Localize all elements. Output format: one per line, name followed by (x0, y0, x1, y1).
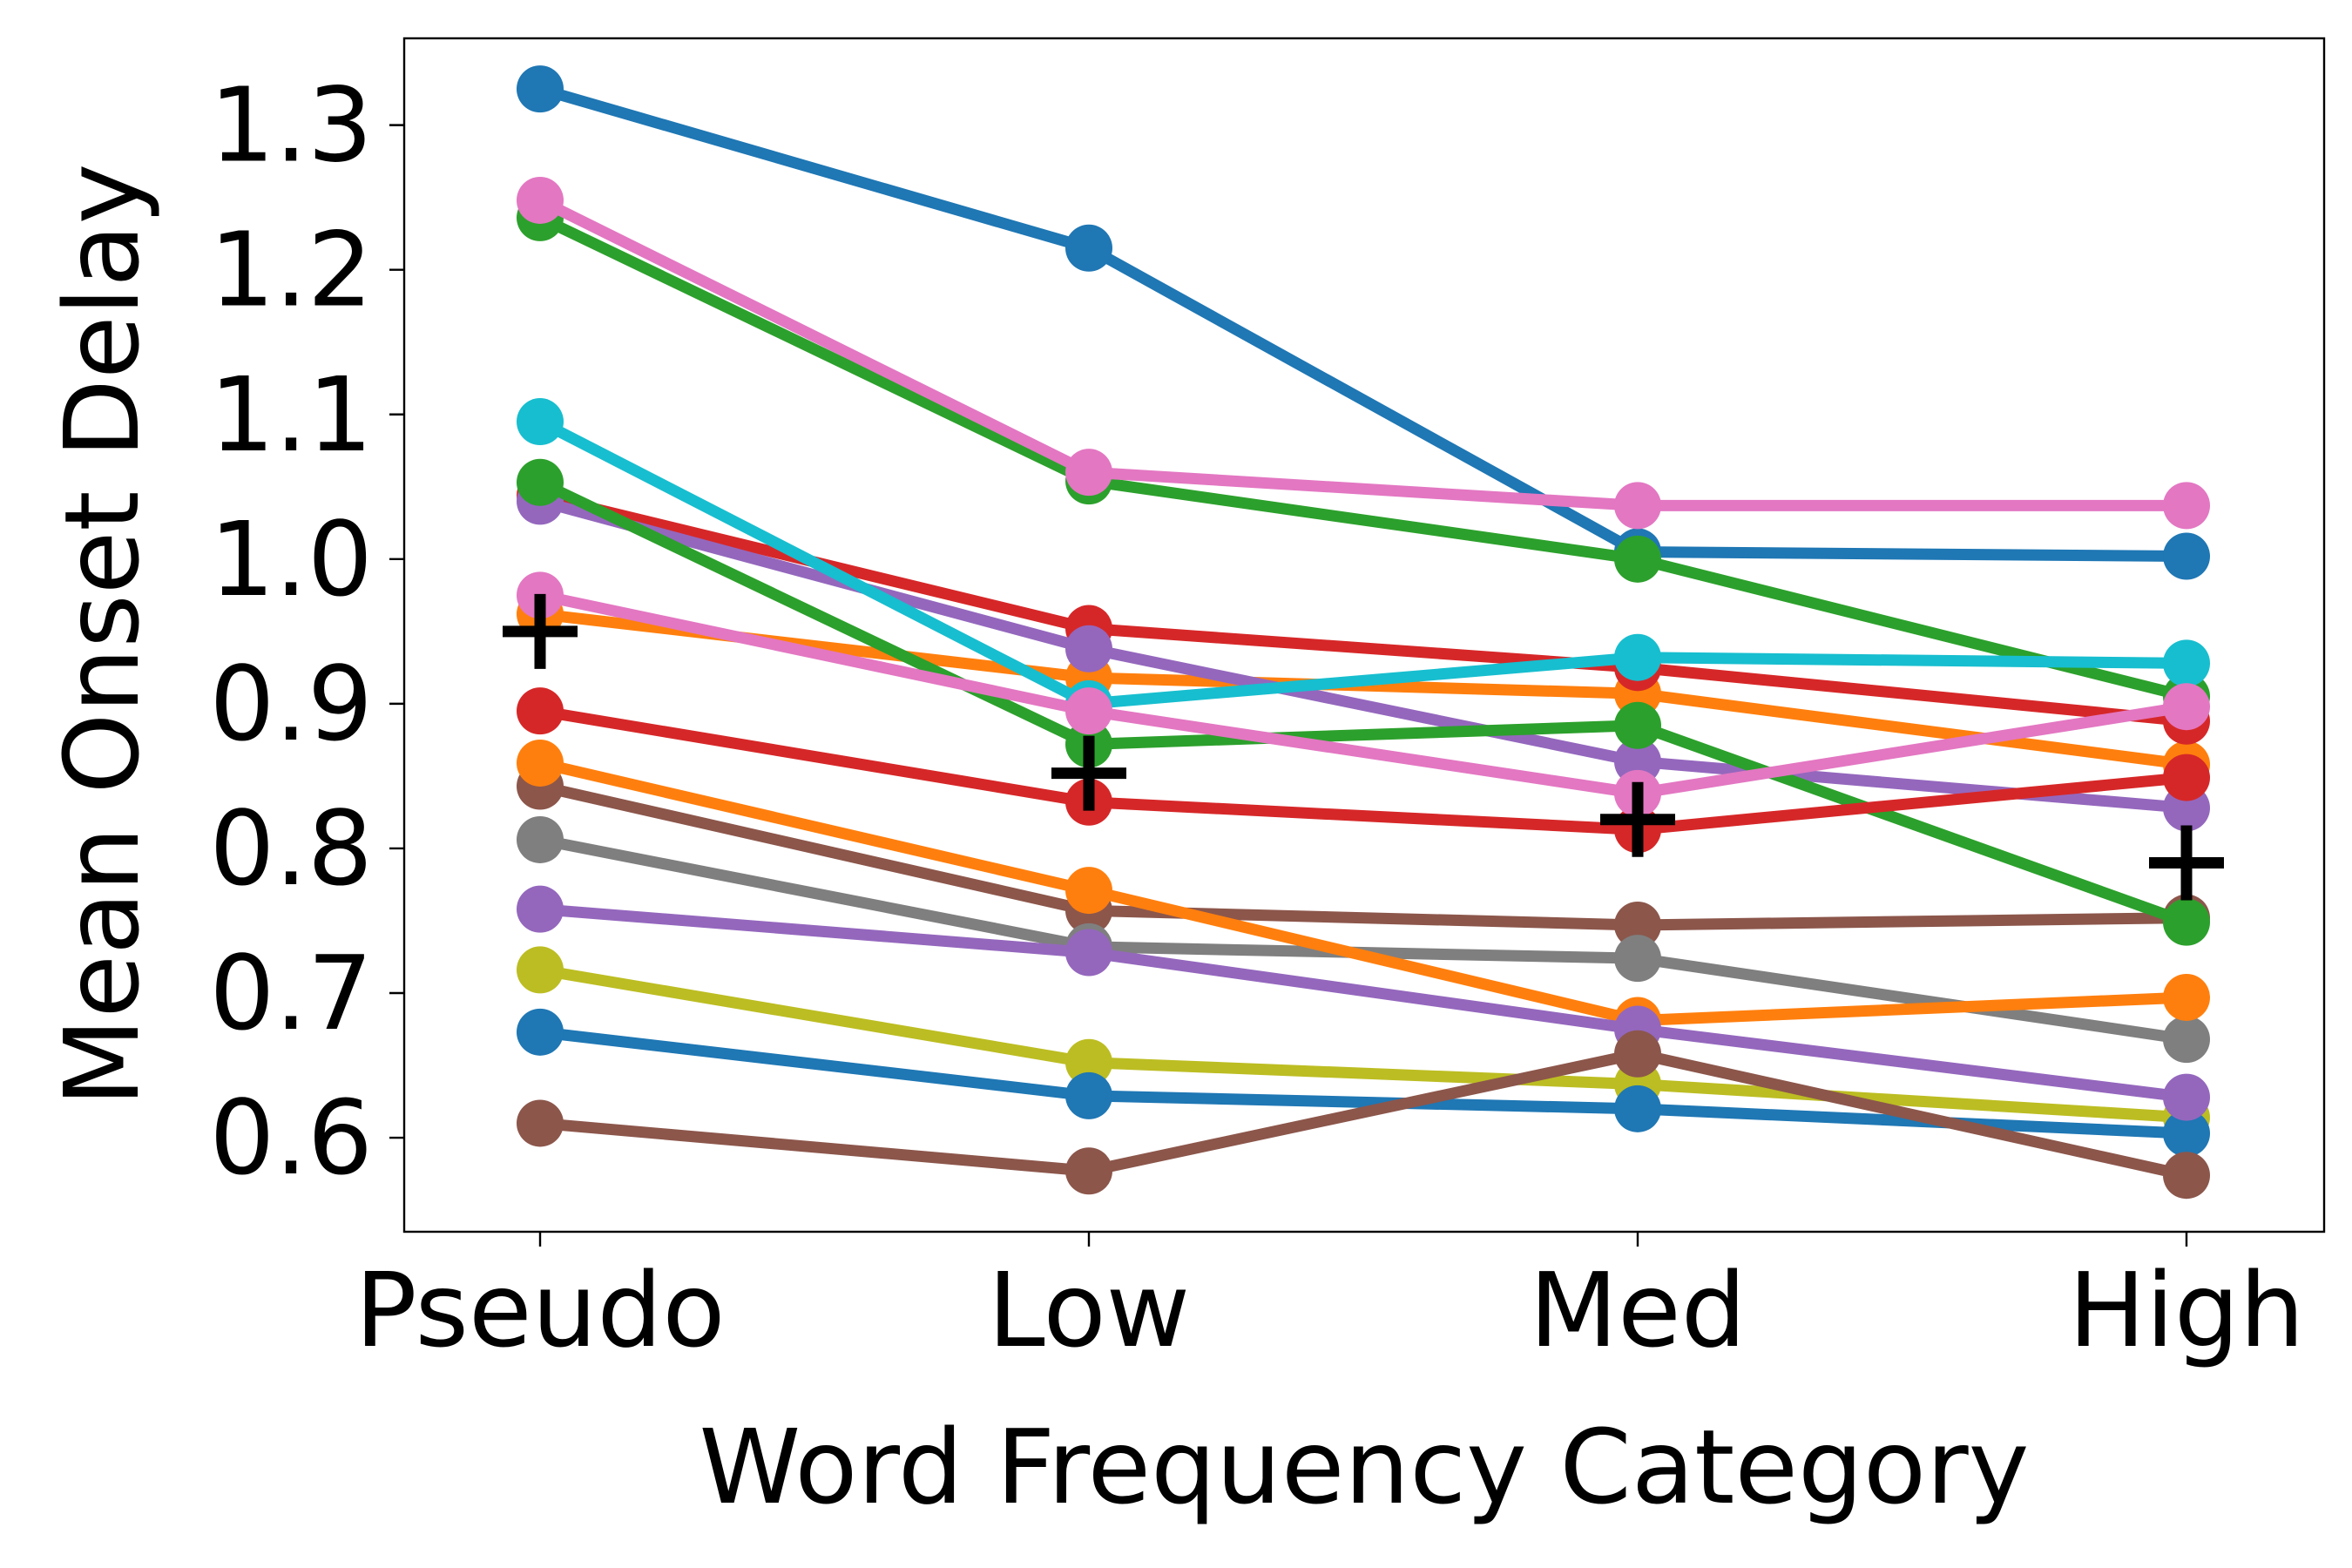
series-s10 (517, 398, 2210, 727)
x-tick-label-high: High (2068, 1250, 2304, 1370)
series-line-s15 (534, 903, 2193, 1104)
data-point-s12-high (2163, 973, 2210, 1021)
data-point-s13-med (1614, 701, 1661, 749)
data-point-s16-low (1065, 1147, 1112, 1195)
series-line-s3 (534, 212, 2193, 703)
series-line-s11 (534, 1026, 2193, 1139)
mean-marker-pseudo (503, 593, 578, 669)
series-line-s12 (534, 757, 2193, 1027)
series-s11 (517, 1008, 2210, 1158)
y-tick-label-0.6: 0.6 (209, 1078, 373, 1198)
mean-marker-high (2149, 825, 2224, 901)
series-line-s14 (534, 705, 2193, 835)
series-line-s7 (534, 194, 2193, 511)
series-line-s10 (534, 416, 2193, 710)
data-point-s15-high (2163, 1073, 2210, 1121)
data-point-s12-pseudo (517, 739, 564, 787)
data-point-s10-med (1614, 633, 1661, 681)
data-point-s15-low (1065, 929, 1112, 977)
data-point-s13-pseudo (517, 458, 564, 506)
data-point-s9-low (1065, 1038, 1112, 1086)
data-point-s15-pseudo (517, 885, 564, 933)
data-point-s9-pseudo (517, 946, 564, 994)
data-point-s7-pseudo (517, 176, 564, 224)
x-tick-label-low: Low (988, 1250, 1190, 1370)
data-point-s11-med (1614, 1085, 1661, 1132)
series-line-s13 (534, 476, 2193, 929)
data-point-s7-low (1065, 449, 1112, 497)
mean-marker-med (1600, 781, 1675, 857)
x-tick-label-pseudo: Pseudo (355, 1250, 725, 1370)
data-point-s14-high (2163, 754, 2210, 801)
series-line-s17 (534, 589, 2193, 800)
series-s16 (517, 1030, 2210, 1200)
series-s2 (517, 590, 2210, 788)
data-point-s5-low (1065, 625, 1112, 672)
y-tick-label-1.2: 1.2 (209, 210, 373, 330)
x-axis: Pseudo Low Med High (355, 1232, 2305, 1370)
y-tick-label-1.3: 1.3 (209, 65, 373, 186)
data-point-s17-high (2163, 683, 2210, 731)
data-point-s1-high (2163, 532, 2210, 580)
data-point-s1-pseudo (517, 65, 564, 113)
data-point-s13-high (2163, 898, 2210, 946)
y-axis-title: Mean Onset Delay (42, 164, 162, 1107)
series-s7 (517, 176, 2210, 530)
data-point-s16-med (1614, 1030, 1661, 1078)
data-point-s3-med (1614, 535, 1661, 583)
data-point-s10-pseudo (517, 398, 564, 446)
data-point-s8-med (1614, 935, 1661, 983)
mean-markers (503, 593, 2224, 901)
data-point-s7-high (2163, 482, 2210, 530)
data-point-s10-high (2163, 639, 2210, 687)
data-point-s12-low (1065, 867, 1112, 915)
data-point-s17-low (1065, 687, 1112, 735)
series-line-s16 (534, 1048, 2193, 1181)
data-point-s14-pseudo (517, 687, 564, 735)
data-point-s11-low (1065, 1071, 1112, 1119)
data-point-s11-pseudo (517, 1008, 564, 1056)
series-layer (517, 65, 2210, 1200)
mean-marker-low (1051, 735, 1126, 811)
y-tick-label-0.8: 0.8 (209, 788, 373, 909)
data-point-s6-med (1614, 901, 1661, 949)
x-tick-label-med: Med (1529, 1250, 1746, 1370)
series-line-s5 (534, 495, 2193, 814)
data-point-s1-low (1065, 224, 1112, 272)
series-s13 (517, 458, 2210, 946)
x-axis-title: Word Frequency Category (700, 1407, 2030, 1527)
series-s14 (517, 687, 2210, 854)
data-point-s8-pseudo (517, 815, 564, 863)
data-point-s11-high (2163, 1110, 2210, 1158)
data-point-s16-high (2163, 1152, 2210, 1200)
y-tick-label-0.7: 0.7 (209, 933, 373, 1053)
series-line-s1 (534, 83, 2193, 562)
y-axis: 0.6 0.7 0.8 0.9 1.0 1.1 1.2 1.3 (209, 65, 404, 1198)
series-line-s9 (534, 963, 2193, 1124)
y-tick-label-1.1: 1.1 (209, 355, 373, 475)
data-point-s7-med (1614, 482, 1661, 530)
data-point-s8-high (2163, 1016, 2210, 1064)
y-tick-label-0.9: 0.9 (209, 644, 373, 764)
y-tick-label-1.0: 1.0 (209, 499, 373, 619)
series-s5 (517, 477, 2210, 832)
data-point-s16-pseudo (517, 1099, 564, 1147)
series-s12 (517, 739, 2210, 1044)
series-line-s6 (534, 781, 2193, 931)
plot-area-frame (402, 37, 2326, 1233)
series-s8 (517, 815, 2210, 1064)
